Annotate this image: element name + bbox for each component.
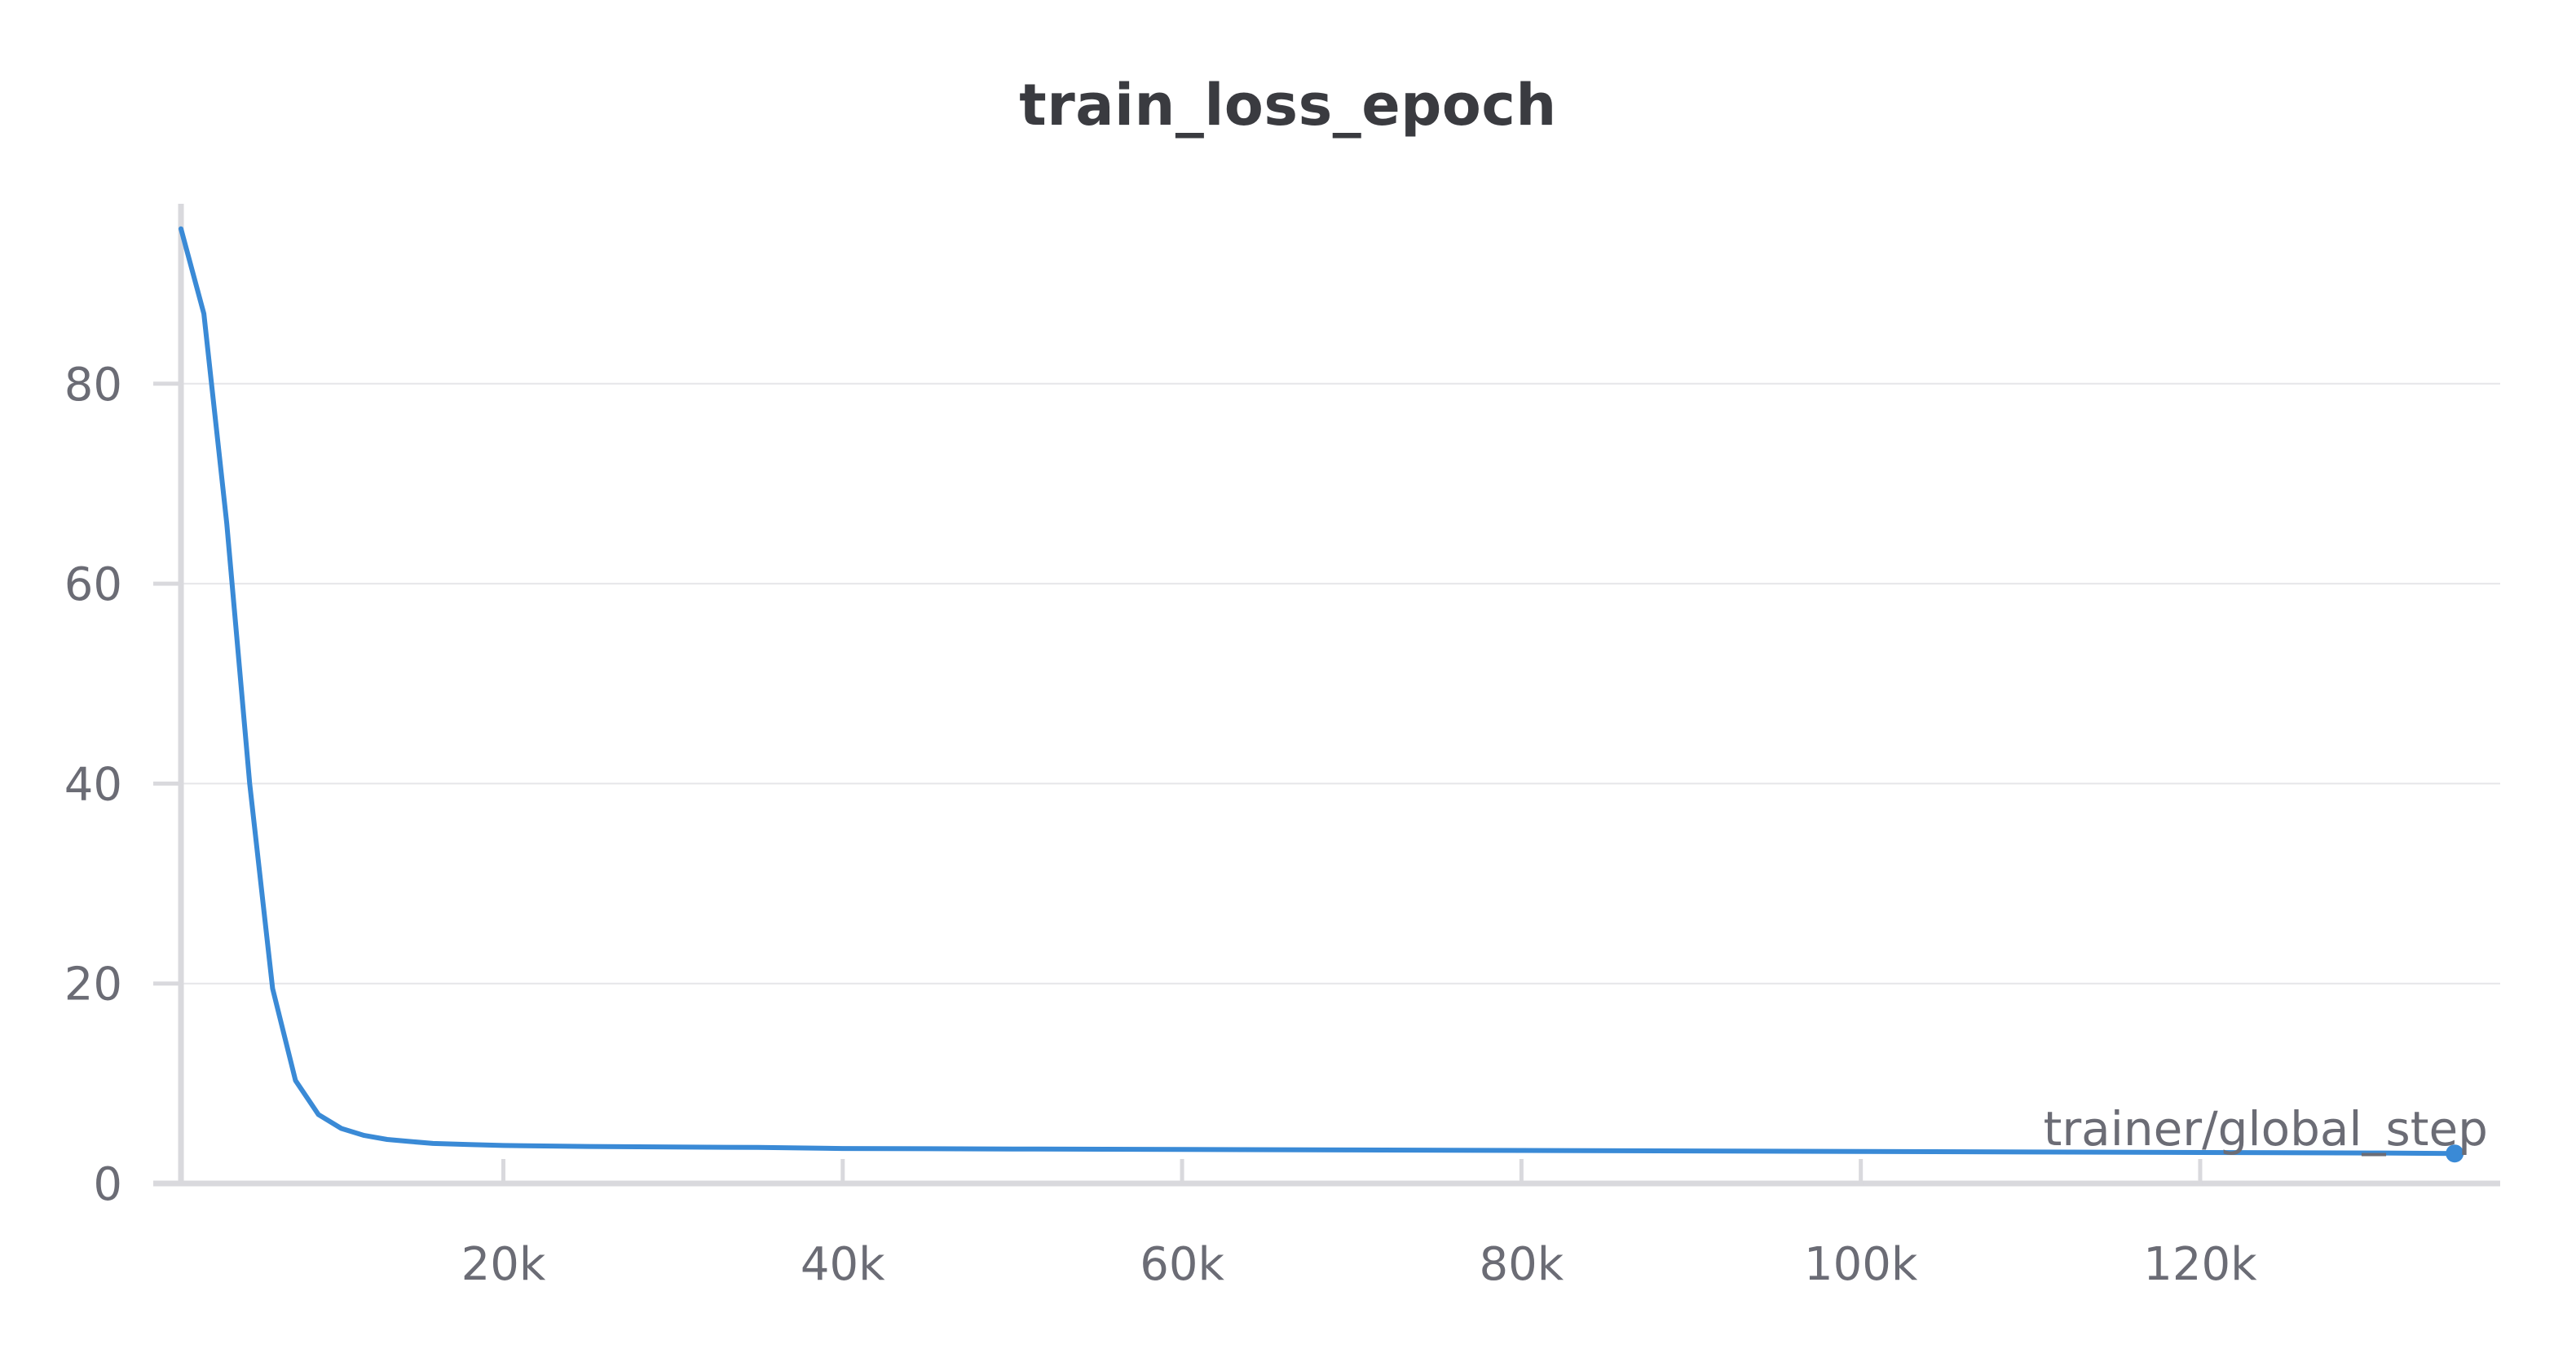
gridlines [181,382,2500,985]
series-end-point [2446,1144,2464,1163]
y-axis-ticks: 0 20 40 60 80 [64,359,181,1211]
chart-title: train_loss_epoch [1019,72,1557,139]
y-tick-label: 80 [64,359,122,412]
x-tick-label: 120k [2143,1238,2257,1291]
x-tick-label: 100k [1804,1238,1918,1291]
y-tick-label: 0 [93,1158,122,1211]
x-tick-label: 40k [801,1238,885,1291]
x-tick-label: 60k [1140,1238,1224,1291]
x-axis-ticks: 20k 40k 60k 80k 100k 120k [461,1159,2257,1291]
y-tick-label: 20 [64,959,122,1011]
x-tick-label: 80k [1480,1238,1564,1291]
x-tick-label: 20k [461,1238,546,1291]
series-line [179,226,2458,1157]
series-layer [179,226,2464,1163]
axes [153,204,2500,1187]
x-axis-label: trainer/global_step [2044,1101,2488,1157]
y-tick-label: 60 [64,558,122,611]
y-tick-label: 40 [64,758,122,811]
